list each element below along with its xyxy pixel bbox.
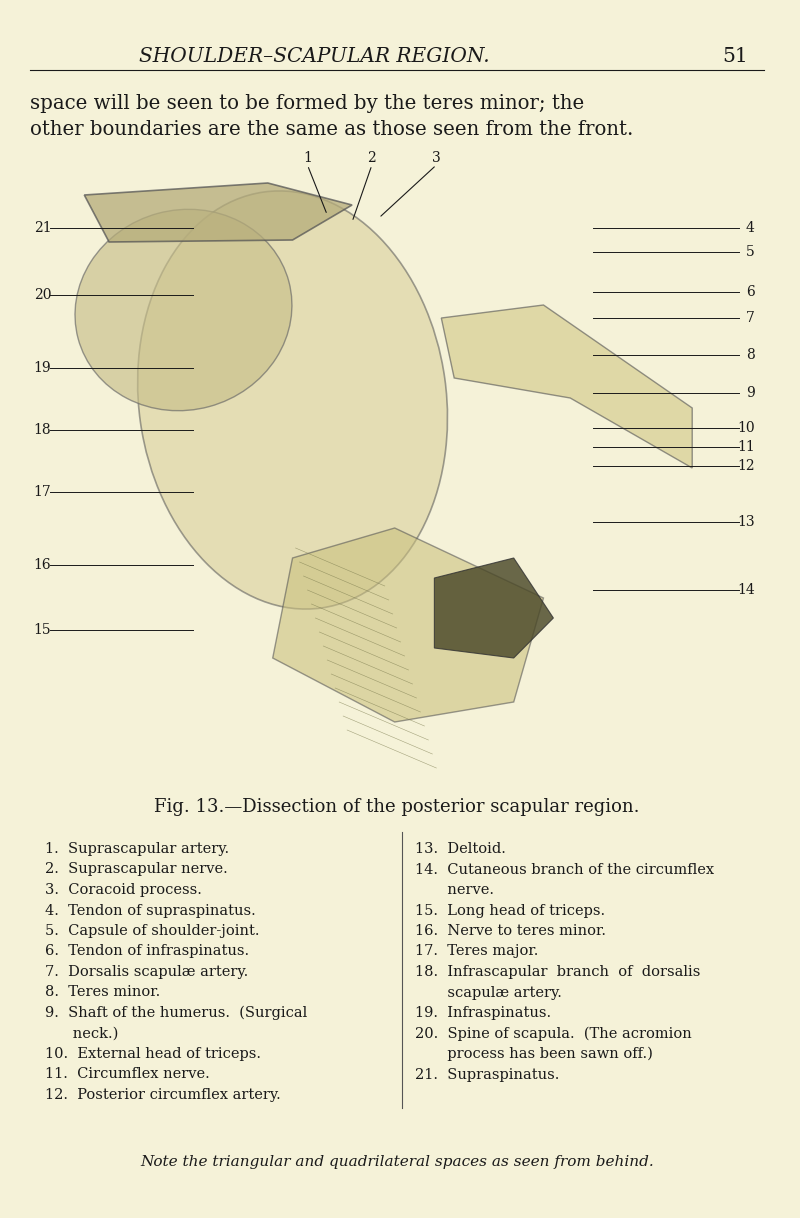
Text: 10: 10	[737, 421, 754, 435]
Text: 13: 13	[737, 515, 754, 529]
Text: 9: 9	[746, 386, 754, 400]
Text: 13.  Deltoid.: 13. Deltoid.	[414, 842, 506, 856]
Text: 17: 17	[34, 485, 51, 499]
Text: 6: 6	[746, 285, 754, 298]
Text: 21.  Supraspinatus.: 21. Supraspinatus.	[414, 1067, 559, 1082]
Text: neck.): neck.)	[45, 1027, 118, 1040]
Text: 20.  Spine of scapula.  (The acromion: 20. Spine of scapula. (The acromion	[414, 1027, 691, 1041]
Text: 14.  Cutaneous branch of the circumflex: 14. Cutaneous branch of the circumflex	[414, 862, 714, 877]
Text: 7.  Dorsalis scapulæ artery.: 7. Dorsalis scapulæ artery.	[45, 965, 248, 979]
Ellipse shape	[138, 191, 447, 609]
Text: other boundaries are the same as those seen from the front.: other boundaries are the same as those s…	[30, 121, 633, 139]
Text: 6.  Tendon of infraspinatus.: 6. Tendon of infraspinatus.	[45, 944, 249, 959]
Text: space will be seen to be formed by the teres minor; the: space will be seen to be formed by the t…	[30, 94, 584, 113]
Polygon shape	[442, 304, 692, 468]
Text: 9.  Shaft of the humerus.  (Surgical: 9. Shaft of the humerus. (Surgical	[45, 1006, 307, 1021]
Text: 15: 15	[34, 622, 51, 637]
Text: nerve.: nerve.	[414, 883, 494, 896]
Text: 3.  Coracoid process.: 3. Coracoid process.	[45, 883, 202, 896]
Polygon shape	[84, 183, 352, 242]
Text: 15.  Long head of triceps.: 15. Long head of triceps.	[414, 904, 605, 917]
Polygon shape	[434, 558, 554, 658]
Text: 7: 7	[746, 311, 754, 325]
Text: 1.  Suprascapular artery.: 1. Suprascapular artery.	[45, 842, 229, 856]
Text: 11: 11	[737, 440, 754, 454]
Text: 4: 4	[746, 220, 754, 235]
Text: 8.  Teres minor.: 8. Teres minor.	[45, 985, 160, 1000]
Text: 17.  Teres major.: 17. Teres major.	[414, 944, 538, 959]
Text: 51: 51	[722, 48, 748, 67]
Text: 18.  Infrascapular  branch  of  dorsalis: 18. Infrascapular branch of dorsalis	[414, 965, 700, 979]
Text: 1: 1	[303, 151, 312, 164]
Text: 16: 16	[34, 558, 51, 572]
Text: Note the triangular and quadrilateral spaces as seen from behind.: Note the triangular and quadrilateral sp…	[140, 1155, 654, 1169]
Text: 10.  External head of triceps.: 10. External head of triceps.	[45, 1047, 261, 1061]
Text: 8: 8	[746, 348, 754, 362]
Text: 3: 3	[432, 151, 441, 164]
Text: 14: 14	[737, 583, 754, 597]
Text: 18: 18	[34, 423, 51, 437]
Text: 20: 20	[34, 287, 51, 302]
Text: 5: 5	[746, 245, 754, 259]
Text: 19: 19	[34, 361, 51, 375]
Text: 2: 2	[367, 151, 376, 164]
Text: process has been sawn off.): process has been sawn off.)	[414, 1047, 653, 1061]
Text: 19.  Infraspinatus.: 19. Infraspinatus.	[414, 1006, 550, 1019]
Text: 2.  Suprascapular nerve.: 2. Suprascapular nerve.	[45, 862, 227, 877]
Text: 21: 21	[34, 220, 51, 235]
Text: 11.  Circumflex nerve.: 11. Circumflex nerve.	[45, 1067, 210, 1082]
Text: scapulæ artery.: scapulæ artery.	[414, 985, 562, 1000]
Text: 5.  Capsule of shoulder-joint.: 5. Capsule of shoulder-joint.	[45, 924, 259, 938]
Text: Fig. 13.—Dissection of the posterior scapular region.: Fig. 13.—Dissection of the posterior sca…	[154, 798, 639, 816]
Text: 12.  Posterior circumflex artery.: 12. Posterior circumflex artery.	[45, 1088, 280, 1102]
Text: SHOULDER–SCAPULAR REGION.: SHOULDER–SCAPULAR REGION.	[139, 48, 490, 67]
Text: 4.  Tendon of supraspinatus.: 4. Tendon of supraspinatus.	[45, 904, 255, 917]
Text: 12: 12	[737, 459, 754, 473]
Ellipse shape	[75, 209, 292, 410]
Polygon shape	[273, 527, 543, 722]
Text: 16.  Nerve to teres minor.: 16. Nerve to teres minor.	[414, 924, 606, 938]
